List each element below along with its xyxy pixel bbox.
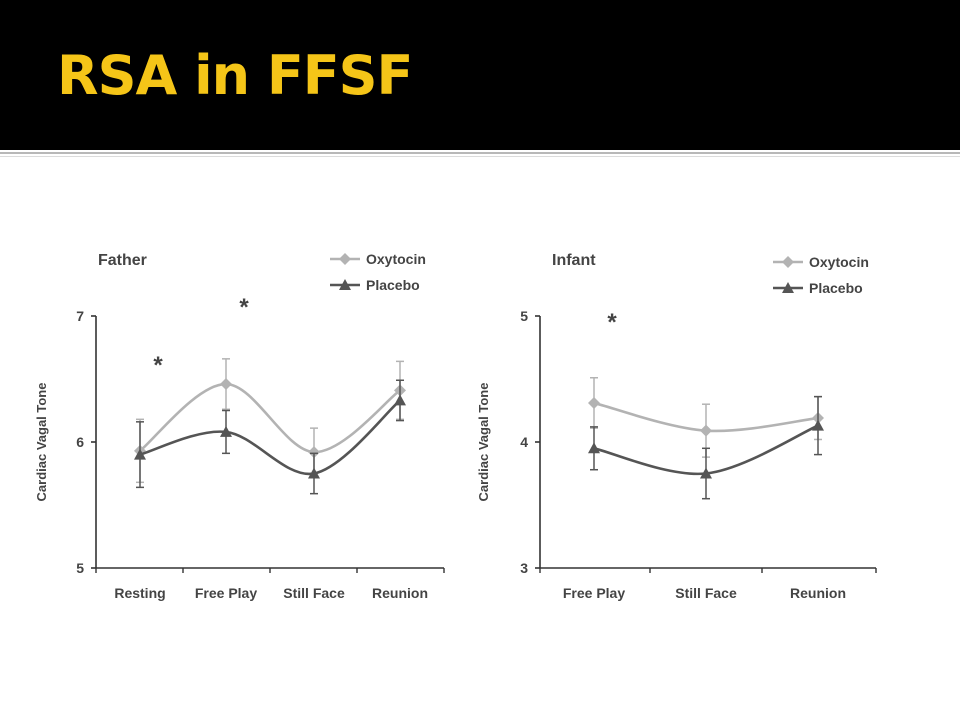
x-tick-label-reunion: Reunion bbox=[790, 585, 846, 601]
chart-title: Father bbox=[98, 252, 147, 269]
data-point-free-play bbox=[588, 396, 600, 409]
significance-marker: * bbox=[239, 294, 249, 321]
data-point-still-face bbox=[700, 467, 712, 479]
data-point-free-play bbox=[220, 425, 232, 437]
x-tick-label-free-play: Free Play bbox=[563, 585, 625, 601]
title-divider-thin bbox=[0, 156, 960, 157]
title-bar: RSA in FFSF bbox=[0, 0, 960, 150]
y-axis-label: Cardiac Vagal Tone bbox=[34, 383, 49, 502]
chart-infant: 3 4 5 Free Play Still Face Reunion Infant Cardi… bbox=[476, 252, 877, 601]
series-placebo bbox=[588, 395, 824, 500]
legend-marker bbox=[782, 282, 794, 293]
legend-label-oxytocin: Oxytocin bbox=[809, 254, 869, 270]
legend-marker bbox=[339, 279, 351, 290]
y-tick-label: 3 bbox=[520, 560, 528, 576]
legend-marker bbox=[782, 256, 794, 268]
y-tick-label: 4 bbox=[520, 434, 528, 450]
data-point-reunion bbox=[394, 394, 406, 406]
data-point-free-play bbox=[220, 378, 232, 391]
data-point-still-face bbox=[700, 424, 712, 437]
x-tick-label-resting: Resting bbox=[114, 585, 165, 601]
title-divider bbox=[0, 152, 960, 154]
data-point-free-play bbox=[588, 442, 600, 454]
x-tick-label-free-play: Free Play bbox=[195, 585, 257, 601]
data-point-still-face bbox=[308, 467, 320, 479]
series-placebo bbox=[134, 379, 406, 495]
data-point-reunion bbox=[812, 419, 824, 431]
significance-marker: * bbox=[607, 309, 617, 336]
x-tick-label-still-face: Still Face bbox=[675, 585, 737, 601]
series-line bbox=[139, 399, 401, 476]
chart-father: 5 6 7 Resting Free Play Still Face Reunion Fath… bbox=[34, 251, 445, 601]
y-axis-label: Cardiac Vagal Tone bbox=[476, 383, 491, 502]
x-tick-label-reunion: Reunion bbox=[372, 585, 428, 601]
chart-title: Infant bbox=[552, 252, 596, 269]
x-tick-label-still-face: Still Face bbox=[283, 585, 345, 601]
y-tick-label: 5 bbox=[520, 308, 528, 324]
y-tick-label: 6 bbox=[76, 434, 84, 450]
y-tick-label: 7 bbox=[76, 308, 84, 324]
significance-marker: * bbox=[153, 352, 163, 379]
series-line bbox=[139, 382, 401, 454]
series-oxytocin bbox=[588, 376, 824, 458]
legend-label-placebo: Placebo bbox=[366, 277, 420, 293]
slide-title: RSA in FFSF bbox=[57, 44, 413, 107]
legend-marker bbox=[339, 253, 351, 265]
legend-label-oxytocin: Oxytocin bbox=[366, 251, 426, 267]
data-point-resting bbox=[134, 448, 146, 460]
y-tick-label: 5 bbox=[76, 560, 84, 576]
legend-label-placebo: Placebo bbox=[809, 280, 863, 296]
series-oxytocin bbox=[134, 358, 406, 484]
data-point-still-face bbox=[308, 446, 320, 459]
